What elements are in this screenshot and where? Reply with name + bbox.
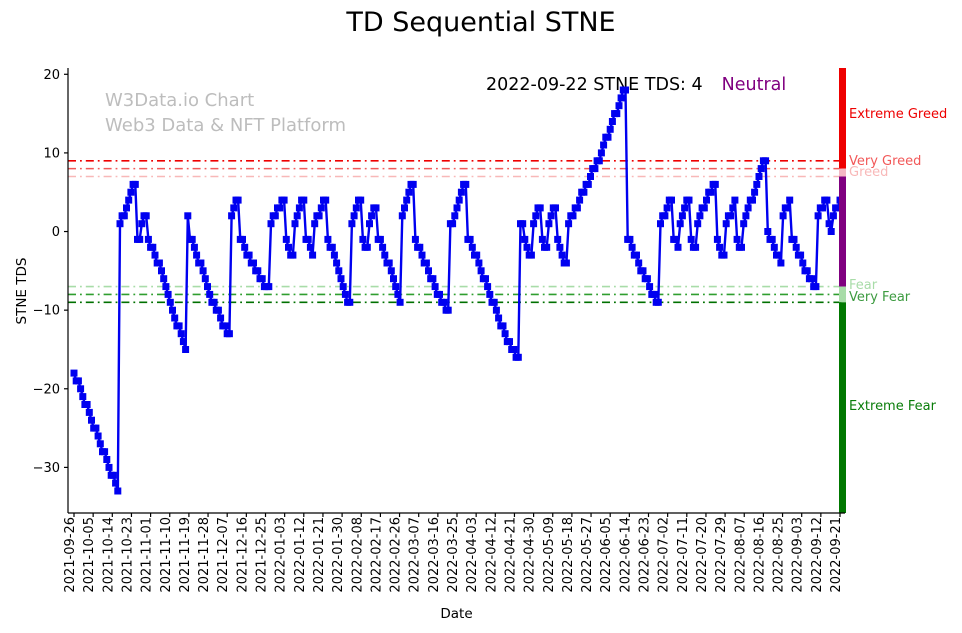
watermark-line1: W3Data.io Chart — [105, 90, 255, 111]
chart-title: TD Sequential STNE — [346, 7, 616, 38]
zone-label-fear: Fear — [849, 278, 878, 293]
svg-text:2022-03-25: 2022-03-25 — [446, 517, 461, 593]
zone-label-very-fear: Very Fear — [849, 290, 911, 305]
svg-text:2022-07-02: 2022-07-02 — [657, 517, 672, 593]
svg-text:2022-04-03: 2022-04-03 — [465, 517, 480, 593]
svg-text:10: 10 — [43, 146, 60, 161]
svg-text:2021-11-19: 2021-11-19 — [178, 517, 193, 593]
svg-text:2022-02-08: 2022-02-08 — [350, 517, 365, 593]
zone-label-extreme-greed: Extreme Greed — [849, 107, 948, 122]
svg-text:2021-11-28: 2021-11-28 — [197, 517, 212, 593]
svg-text:2022-02-26: 2022-02-26 — [389, 517, 404, 593]
svg-text:2022-07-11: 2022-07-11 — [676, 517, 691, 593]
svg-text:2022-04-30: 2022-04-30 — [523, 517, 538, 593]
annotation-status: Neutral — [721, 75, 787, 95]
svg-text:2022-04-21: 2022-04-21 — [503, 517, 518, 593]
watermark-line2: Web3 Data & NFT Platform — [105, 115, 347, 136]
svg-text:2021-12-25: 2021-12-25 — [255, 517, 270, 593]
latest-value-annotation: 2022-09-22 STNE TDS: 4 Neutral — [486, 74, 786, 96]
svg-text:2021-10-14: 2021-10-14 — [101, 517, 116, 593]
svg-text:2022-06-23: 2022-06-23 — [638, 517, 653, 593]
svg-text:2022-08-16: 2022-08-16 — [752, 517, 767, 593]
svg-text:−20: −20 — [33, 382, 60, 397]
svg-text:2021-12-07: 2021-12-07 — [216, 517, 231, 593]
x-axis-label: Date — [440, 606, 473, 622]
svg-text:2022-05-27: 2022-05-27 — [580, 517, 595, 593]
watermark: W3Data.io Chart Web3 Data & NFT Platform — [105, 88, 346, 138]
svg-text:2022-01-03: 2022-01-03 — [274, 517, 289, 593]
svg-text:2022-09-21: 2022-09-21 — [829, 517, 844, 593]
zone-label-very-greed: Very Greed — [849, 154, 922, 169]
svg-text:2022-06-05: 2022-06-05 — [599, 517, 614, 593]
zone-label-greed: Greed — [849, 165, 889, 180]
svg-text:2022-01-30: 2022-01-30 — [331, 517, 346, 593]
svg-text:2022-01-21: 2022-01-21 — [312, 517, 327, 593]
zone-label-extreme-fear: Extreme Fear — [849, 399, 936, 414]
svg-text:2021-10-05: 2021-10-05 — [82, 517, 97, 593]
svg-text:2021-10-23: 2021-10-23 — [120, 517, 135, 593]
svg-text:2021-09-26: 2021-09-26 — [63, 517, 78, 593]
svg-text:2022-08-25: 2022-08-25 — [772, 517, 787, 593]
svg-text:0: 0 — [52, 225, 60, 240]
svg-text:2022-07-20: 2022-07-20 — [695, 517, 710, 593]
svg-text:2021-12-16: 2021-12-16 — [235, 517, 250, 593]
svg-text:−10: −10 — [33, 304, 60, 319]
svg-text:2022-05-09: 2022-05-09 — [542, 517, 557, 593]
svg-text:2022-08-07: 2022-08-07 — [733, 517, 748, 593]
svg-text:2022-03-16: 2022-03-16 — [427, 517, 442, 593]
svg-text:2022-06-14: 2022-06-14 — [618, 517, 633, 593]
svg-text:2022-05-18: 2022-05-18 — [561, 517, 576, 593]
svg-text:2022-01-12: 2022-01-12 — [293, 517, 308, 593]
svg-text:2022-03-07: 2022-03-07 — [408, 517, 423, 593]
svg-text:2021-11-01: 2021-11-01 — [140, 517, 155, 593]
svg-text:2022-09-12: 2022-09-12 — [810, 517, 825, 593]
svg-text:2022-02-17: 2022-02-17 — [369, 517, 384, 593]
svg-text:2022-07-29: 2022-07-29 — [714, 517, 729, 593]
svg-text:2021-11-10: 2021-11-10 — [159, 517, 174, 593]
svg-text:−30: −30 — [33, 461, 60, 476]
svg-text:2022-04-12: 2022-04-12 — [484, 517, 499, 593]
svg-text:2022-09-03: 2022-09-03 — [791, 517, 806, 593]
svg-text:20: 20 — [43, 68, 60, 83]
annotation-text: 2022-09-22 STNE TDS: 4 — [486, 75, 703, 95]
